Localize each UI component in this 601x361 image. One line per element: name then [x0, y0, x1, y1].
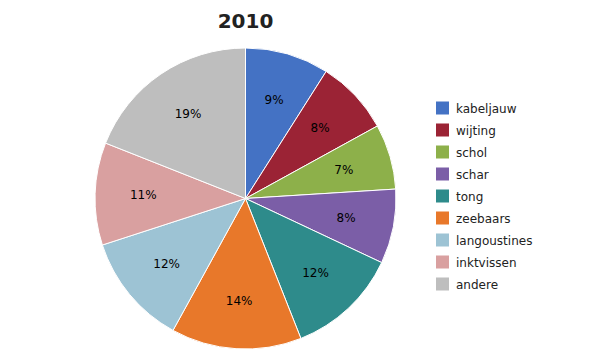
- legend-label: kabeljauw: [456, 102, 517, 116]
- legend-label: wijting: [456, 124, 496, 138]
- legend-item: tong: [436, 190, 483, 204]
- data-label: 14%: [226, 294, 253, 308]
- legend-swatch: [436, 234, 449, 247]
- legend-label: langoustines: [456, 234, 532, 248]
- chart: 2010 9% 8% 7% 8% 12% 14% 12% 11% 19% kabeljauw wijt…: [0, 0, 601, 361]
- legend: kabeljauw wijting schol schar tong zeebaars la…: [436, 102, 532, 292]
- legend-swatch: [436, 212, 449, 225]
- pie-slice: [246, 126, 396, 199]
- legend-swatch: [436, 256, 449, 269]
- legend-item: schol: [436, 146, 487, 160]
- pie-slice: [106, 48, 246, 199]
- legend-item: inktvissen: [436, 256, 517, 270]
- legend-swatch: [436, 102, 449, 115]
- data-label: 12%: [302, 266, 329, 280]
- legend-item: kabeljauw: [436, 102, 517, 116]
- legend-swatch: [436, 168, 449, 181]
- legend-swatch: [436, 124, 449, 137]
- legend-item: zeebaars: [436, 212, 511, 226]
- legend-label: inktvissen: [456, 256, 517, 270]
- data-label: 8%: [311, 121, 330, 135]
- legend-item: andere: [436, 278, 498, 292]
- legend-label: schar: [456, 168, 489, 182]
- legend-swatch: [436, 146, 449, 159]
- legend-label: tong: [456, 190, 483, 204]
- legend-swatch: [436, 190, 449, 203]
- pie: [95, 48, 396, 349]
- legend-item: schar: [436, 168, 489, 182]
- legend-label: andere: [456, 278, 498, 292]
- legend-label: schol: [456, 146, 487, 160]
- legend-label: zeebaars: [456, 212, 511, 226]
- data-label: 11%: [130, 188, 157, 202]
- data-labels: 9% 8% 7% 8% 12% 14% 12% 11% 19%: [130, 93, 356, 307]
- data-label: 9%: [265, 93, 284, 107]
- legend-swatch: [436, 278, 449, 291]
- legend-item: wijting: [436, 124, 496, 138]
- title: 2010: [218, 9, 274, 33]
- data-label: 8%: [337, 211, 356, 225]
- data-label: 7%: [334, 163, 353, 177]
- legend-item: langoustines: [436, 234, 532, 248]
- data-label: 12%: [153, 257, 180, 271]
- data-label: 19%: [175, 107, 202, 121]
